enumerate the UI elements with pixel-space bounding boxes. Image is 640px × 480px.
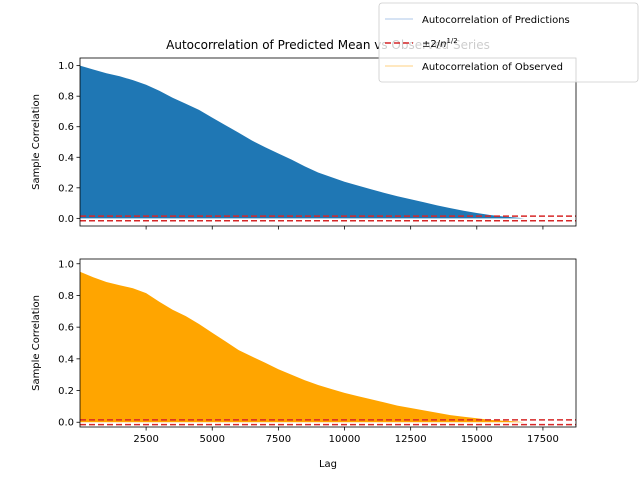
x-axis-label: Lag	[319, 459, 337, 470]
predictions-ytick-label: 1.0	[58, 61, 74, 72]
legend-frame	[378, 2, 639, 83]
observed-ticks: 0.0 0.2 0.4 0.6 0.8 1.0 2500 5000 7500 10000 12500…	[58, 259, 559, 445]
observed-y-axis-label: Sample Correlation	[31, 295, 42, 391]
predictions-ytick-label: 0.2	[58, 183, 74, 194]
predictions-ytick-label: 0.4	[58, 153, 74, 164]
predictions-ticks: 0.0 0.2 0.4 0.6 0.8 1.0	[58, 61, 544, 230]
predictions-ytick-label: 0.8	[58, 92, 74, 103]
observed-ytick-label: 0.0	[58, 418, 74, 429]
legend-label-observed: Autocorrelation of Observed	[422, 62, 563, 73]
legend: Autocorrelation of Predictions ±2/n1/2 A…	[378, 2, 639, 83]
legend-entry-predictions: Autocorrelation of Predictions	[385, 15, 570, 26]
subplot-observed: 0.0 0.2 0.4 0.6 0.8 1.0 2500 5000 7500 10000 12500…	[31, 258, 577, 470]
predictions-autocorrelation-area	[80, 65, 525, 219]
observed-xtick-label: 12500	[395, 434, 427, 445]
observed-ytick-label: 0.4	[58, 354, 74, 365]
observed-xtick-label: 15000	[461, 434, 493, 445]
predictions-y-axis-label: Sample Correlation	[31, 94, 42, 190]
subplot-predictions: 0.0 0.2 0.4 0.6 0.8 1.0 Sample Correlation	[31, 57, 577, 230]
legend-entry-observed: Autocorrelation of Observed	[385, 62, 563, 73]
observed-axes-frame	[79, 258, 577, 428]
observed-xtick-label: 5000	[200, 434, 225, 445]
predictions-plot-area	[80, 65, 576, 222]
observed-xtick-label: 10000	[329, 434, 361, 445]
observed-autocorrelation-area	[80, 271, 525, 423]
predictions-ytick-label: 0.0	[58, 214, 74, 225]
legend-label-predictions: Autocorrelation of Predictions	[422, 15, 570, 26]
observed-xtick-label: 7500	[266, 434, 291, 445]
predictions-ytick-label: 0.6	[58, 122, 74, 133]
observed-ytick-label: 1.0	[58, 259, 74, 270]
observed-ytick-label: 0.6	[58, 323, 74, 334]
observed-ytick-label: 0.2	[58, 386, 74, 397]
observed-xtick-label: 2500	[133, 434, 158, 445]
observed-ytick-label: 0.8	[58, 291, 74, 302]
predictions-axes-frame	[79, 57, 577, 227]
observed-plot-area	[80, 271, 576, 426]
observed-xtick-label: 17500	[527, 434, 559, 445]
